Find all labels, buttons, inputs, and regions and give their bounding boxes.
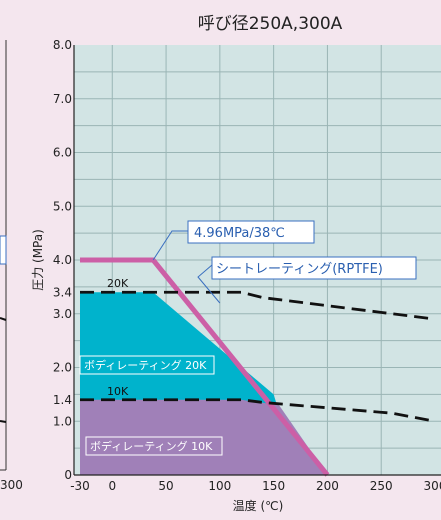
- y-tick-label: 7.0: [53, 92, 72, 106]
- rating-regions: ボディレーティング 20K ボディレーティング 10K: [79, 292, 328, 475]
- chart-title: 呼び径250A,300A: [198, 14, 343, 34]
- x-axis-label: 温度 (℃): [233, 498, 284, 513]
- x-tick-label: 100: [208, 479, 231, 493]
- callout-text: シートレーティング(RPTFE): [216, 262, 383, 277]
- y-tick-label: 1.0: [53, 414, 72, 428]
- y-tick-label: 2.0: [53, 361, 72, 375]
- x-tick-label: 300: [424, 479, 441, 493]
- y-tick-label: 0: [64, 468, 72, 482]
- x-tick-label: 200: [316, 479, 339, 493]
- left-neighbor-chart: 300: [0, 40, 23, 492]
- x-tick-label: 50: [158, 479, 173, 493]
- x-tick-label: 0: [108, 479, 116, 493]
- y-axis-label: 圧力 (MPa): [31, 229, 45, 291]
- callout-box: [211, 256, 417, 280]
- callout-text: 4.96MPa/38℃: [194, 226, 285, 241]
- region-label: ボディレーティング 20K: [84, 358, 207, 372]
- y-tick-label: 5.0: [53, 199, 72, 213]
- region-label-box: [85, 436, 223, 456]
- region-label-box: [79, 355, 215, 375]
- callout-box: [187, 220, 315, 244]
- left-neighbor-tick-label: 300: [0, 478, 23, 492]
- series-label: 20K: [107, 277, 129, 290]
- y-tick-label: 8.0: [53, 38, 72, 52]
- y-tick-label: 3.4: [53, 285, 72, 299]
- callout-leader: [152, 230, 188, 261]
- x-tick-label: -30: [70, 479, 90, 493]
- x-tick-label: 250: [370, 479, 393, 493]
- annotations: 4.96MPa/38℃ シートレーティング(RPTFE): [152, 220, 417, 304]
- series-line-2: [80, 398, 436, 423]
- y-tick-label: 1.4: [53, 393, 72, 407]
- callout-leader: [197, 264, 221, 304]
- axes: [73, 45, 441, 476]
- tick-labels: -3005010015020025030001.01.42.03.03.44.0…: [53, 38, 441, 493]
- y-tick-label: 4.0: [53, 253, 72, 267]
- series-line-1: [80, 290, 436, 321]
- y-tick-label: 3.0: [53, 307, 72, 321]
- y-tick-label: 6.0: [53, 146, 72, 160]
- x-tick-label: 150: [262, 479, 285, 493]
- region-label: ボディレーティング 10K: [90, 439, 213, 453]
- series-label: 10K: [107, 385, 129, 398]
